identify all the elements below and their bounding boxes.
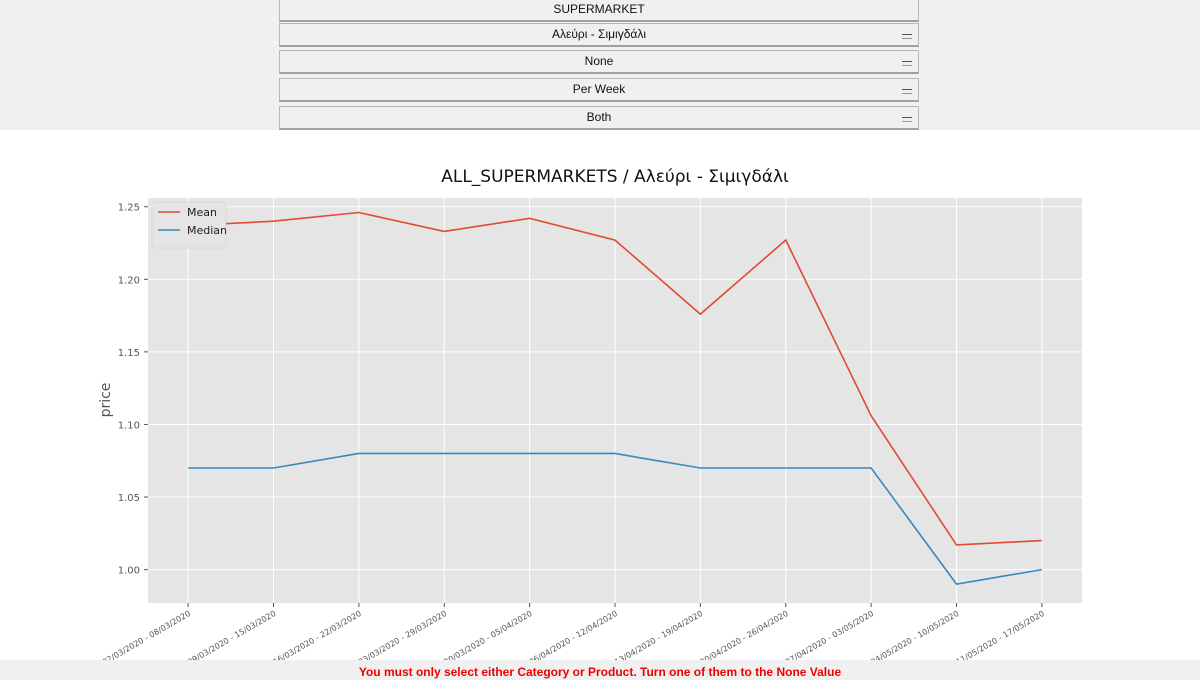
legend-label: Median bbox=[187, 224, 227, 237]
y-axis-label: price bbox=[98, 383, 114, 418]
dropdown-icon bbox=[902, 34, 912, 39]
dropdown-icon bbox=[902, 117, 912, 122]
dropdown[interactable]: SUPERMARKET bbox=[279, 0, 919, 22]
series-line bbox=[188, 211, 1042, 546]
x-tick-label: 13/04/2020 - 19/04/2020 bbox=[613, 609, 704, 660]
chart: ALL_SUPERMARKETS / Αλεύρι - Σιμιγδάλι pr… bbox=[98, 167, 1082, 660]
series-line bbox=[188, 452, 1043, 586]
legend-label: Mean bbox=[187, 206, 217, 219]
y-tick-label: 1.25 bbox=[118, 203, 140, 214]
x-tick-label: 30/03/2020 - 05/04/2020 bbox=[442, 609, 533, 660]
y-tick-label: 1.15 bbox=[118, 348, 140, 359]
y-tick-label: 1.20 bbox=[118, 275, 140, 286]
legend-box bbox=[151, 201, 227, 249]
dropdown[interactable]: Both bbox=[279, 106, 919, 130]
status-message: You must only select either Category or … bbox=[0, 660, 1200, 680]
x-tick-label: 23/03/2020 - 29/03/2020 bbox=[357, 609, 448, 660]
y-tick-label: 1.10 bbox=[118, 420, 140, 431]
x-tick-label: 27/04/2020 - 03/05/2020 bbox=[784, 609, 875, 660]
legend: Mean Median bbox=[151, 201, 227, 249]
x-tick-label: 04/05/2020 - 10/05/2020 bbox=[869, 609, 960, 660]
x-tick-label: 16/03/2020 - 22/03/2020 bbox=[272, 609, 363, 660]
dropdown-value: Both bbox=[586, 110, 612, 124]
dropdown[interactable]: Αλεύρι - Σιμιγδάλι bbox=[279, 23, 919, 47]
y-tick-label: 1.05 bbox=[118, 493, 140, 504]
control-panel: SUPERMARKET Αλεύρι - Σιμιγδάλι None Per … bbox=[0, 0, 1200, 130]
x-tick-label: 02/03/2020 - 08/03/2020 bbox=[101, 609, 192, 660]
x-tick-label: 06/04/2020 - 12/04/2020 bbox=[528, 609, 619, 660]
x-tick-label: 09/03/2020 - 15/03/2020 bbox=[186, 609, 277, 660]
chart-title: ALL_SUPERMARKETS / Αλεύρι - Σιμιγδάλι bbox=[441, 167, 789, 187]
dropdown[interactable]: None bbox=[279, 50, 919, 74]
y-tick-label: 1.00 bbox=[118, 566, 140, 577]
dropdown[interactable]: Per Week bbox=[279, 78, 919, 102]
x-tick-label: 20/04/2020 - 26/04/2020 bbox=[698, 609, 789, 660]
dropdown-icon bbox=[902, 89, 912, 94]
dropdown-value: Αλεύρι - Σιμιγδάλι bbox=[551, 27, 647, 41]
dropdown-icon bbox=[902, 61, 912, 66]
x-tick-label: 11/05/2020 - 17/05/2020 bbox=[955, 609, 1046, 660]
dropdown-value: Per Week bbox=[572, 82, 626, 96]
dropdown-value: None bbox=[584, 54, 614, 68]
